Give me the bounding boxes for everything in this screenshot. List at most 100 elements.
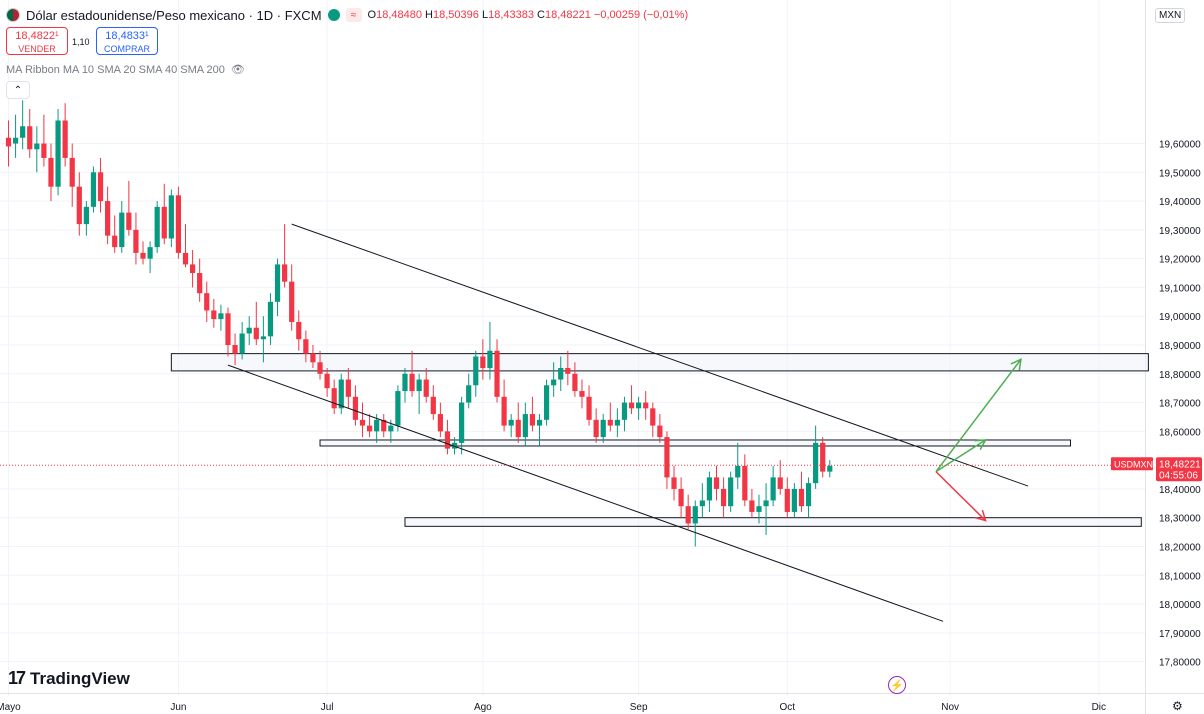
candle-body [813, 442, 819, 484]
candle-body [607, 419, 613, 426]
y-tick-label: 18,70000 [1159, 399, 1201, 410]
candle [97, 157, 104, 213]
x-tick-label: Mayo [0, 702, 21, 713]
arrow-head [974, 439, 987, 450]
candle [197, 258, 203, 302]
indicator-legend[interactable]: MA Ribbon MA 10 SMA 20 SMA 40 SMA 200 👁 [6, 63, 245, 77]
candle-body [600, 419, 606, 438]
arrow-head [1010, 358, 1022, 371]
candle [147, 241, 153, 274]
candle [317, 350, 323, 380]
collapse-legend-button[interactable]: ⌃ [6, 81, 30, 99]
candle [777, 460, 783, 495]
eye-icon[interactable]: 👁 [230, 64, 245, 76]
candle [296, 310, 302, 351]
candle-body [572, 373, 578, 392]
candle [331, 379, 337, 415]
candle-body [246, 327, 252, 334]
buy-button[interactable]: 18,4833¹ COMPRAR [96, 27, 158, 55]
candle-body [805, 483, 812, 507]
candle-body [728, 477, 734, 507]
sell-button[interactable]: 18,4822¹ VENDER [6, 27, 68, 55]
price-tag-countdown: 04:55:06 [1159, 470, 1198, 481]
candle [551, 362, 557, 397]
candle-body [742, 465, 748, 501]
candle [112, 215, 118, 253]
candle-body [685, 506, 691, 524]
candle-body [352, 396, 359, 420]
upper-channel [291, 223, 1029, 487]
candle [706, 471, 713, 512]
candle [749, 488, 755, 518]
candle [728, 471, 734, 512]
y-tick-label: 19,20000 [1159, 255, 1201, 266]
y-tick-label: 18,30000 [1159, 514, 1201, 525]
candle [791, 483, 797, 518]
lower-channel [227, 364, 944, 622]
candle-body [692, 506, 698, 524]
candle [671, 465, 677, 501]
candle [140, 241, 146, 265]
candle-body [48, 157, 54, 187]
lightning-icon[interactable]: ⚡ [888, 676, 906, 694]
candle-body [636, 402, 642, 409]
candle [543, 379, 550, 426]
candle [501, 379, 507, 432]
candle-body [763, 500, 769, 507]
candle-body [628, 402, 635, 409]
candle [756, 494, 762, 524]
candle-body [154, 206, 160, 248]
candle [90, 166, 97, 213]
candle-body [423, 379, 429, 397]
settings-icon[interactable]: ⚙ [1172, 699, 1183, 713]
candle [402, 368, 408, 403]
candle-body [204, 293, 210, 311]
y-tick-label: 19,10000 [1159, 283, 1201, 294]
candle-body [551, 379, 557, 386]
candle-body [678, 488, 684, 507]
candle [699, 483, 705, 518]
candle-body [289, 281, 295, 322]
candle-body [76, 186, 82, 225]
candle-body [83, 206, 89, 225]
candle-body [494, 350, 500, 397]
candle [260, 316, 266, 363]
candle [430, 385, 436, 420]
candle-body [770, 477, 776, 501]
candle-body [189, 264, 196, 274]
candle-body [303, 339, 309, 354]
candle [48, 143, 54, 202]
y-tick-label: 17,80000 [1159, 658, 1201, 669]
candle [444, 419, 451, 455]
candle [515, 402, 521, 443]
candle-body [133, 229, 139, 253]
candle [508, 414, 514, 438]
y-tick-label: 18,40000 [1159, 485, 1201, 496]
tradingview-logo[interactable]: 17 TradingView [8, 668, 130, 689]
candle [636, 396, 642, 420]
candle-body [614, 419, 620, 426]
candle-body [671, 477, 677, 489]
candle-body [784, 488, 790, 512]
candle [628, 385, 635, 415]
candle-body [175, 195, 182, 253]
candle-body [501, 396, 507, 426]
market-open-icon [327, 9, 340, 21]
candle-body [650, 408, 656, 426]
candle-body [331, 388, 337, 409]
candle [678, 477, 684, 518]
price-tag-symbol-bg [1111, 457, 1153, 471]
candle-body [416, 379, 422, 392]
candle [338, 373, 344, 415]
candle [27, 108, 33, 158]
symbol-title[interactable]: Dólar estadounidense/Peso mexicano · 1D … [26, 7, 322, 23]
candle-body [657, 425, 663, 438]
candle [126, 180, 132, 236]
candle [69, 143, 75, 207]
currency-label[interactable]: MXN [1155, 8, 1186, 23]
x-tick-label: Oct [780, 702, 796, 713]
candle [813, 425, 819, 489]
candle-body [522, 414, 528, 438]
candle-body [409, 373, 415, 392]
